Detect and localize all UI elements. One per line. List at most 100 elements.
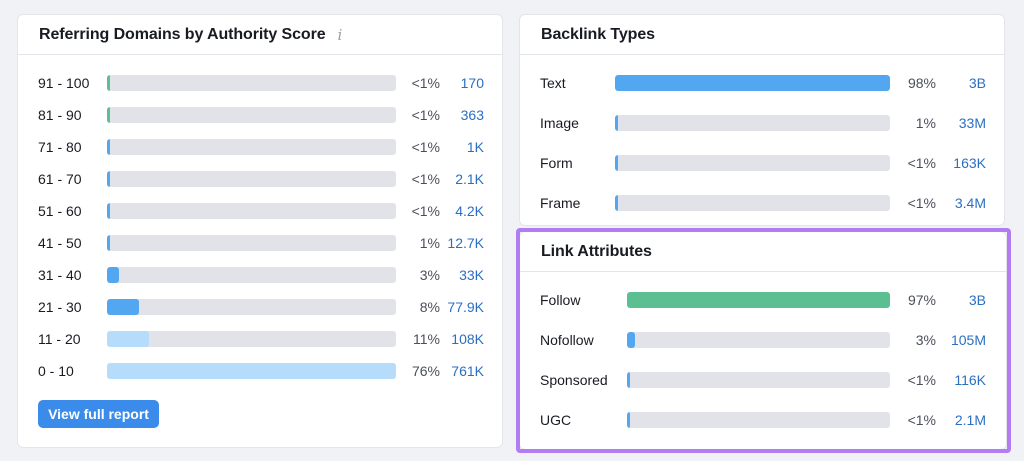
bar-track <box>107 235 396 251</box>
row-percentage: 1% <box>419 235 440 251</box>
bar-track <box>627 372 890 388</box>
row-percentage: <1% <box>411 171 440 187</box>
bar-fill <box>615 75 890 91</box>
row-count-link[interactable]: 12.7K <box>447 235 484 251</box>
row-percentage: 11% <box>413 331 440 347</box>
row-count-link[interactable]: 163K <box>953 155 986 171</box>
row-percentage: <1% <box>411 203 440 219</box>
bar-fill <box>615 115 618 131</box>
link-attributes-header: Link Attributes <box>520 232 1006 272</box>
row-label: 81 - 90 <box>38 107 82 123</box>
row-label: Image <box>540 115 579 131</box>
bar-row: 91 - 100 <1% 170 <box>18 73 502 93</box>
bar-row: 51 - 60 <1% 4.2K <box>18 201 502 221</box>
row-percentage: 3% <box>419 267 440 283</box>
bar-fill <box>107 107 110 123</box>
bar-fill <box>615 195 618 211</box>
backlink-types-title: Backlink Types <box>541 25 655 43</box>
bar-fill <box>107 171 110 187</box>
row-label: 71 - 80 <box>38 139 82 155</box>
row-count-link[interactable]: 3.4M <box>954 195 986 211</box>
bar-track <box>107 171 396 187</box>
bar-row: 31 - 40 3% 33K <box>18 265 502 285</box>
row-count-link[interactable]: 3B <box>968 292 986 308</box>
bar-fill <box>107 235 110 251</box>
row-percentage: <1% <box>411 107 440 123</box>
row-label: 91 - 100 <box>38 75 90 91</box>
row-label: 61 - 70 <box>38 171 82 187</box>
bar-fill <box>107 139 110 155</box>
bar-track <box>107 363 396 379</box>
bar-track <box>615 155 890 171</box>
row-count-link[interactable]: 1K <box>466 139 484 155</box>
bar-fill <box>107 331 149 347</box>
row-count-link[interactable]: 105M <box>950 332 986 348</box>
row-count-link[interactable]: 761K <box>451 363 484 379</box>
bar-track <box>107 107 396 123</box>
row-label: 21 - 30 <box>38 299 82 315</box>
backlink-types-header: Backlink Types <box>520 15 1004 55</box>
bar-row: 41 - 50 1% 12.7K <box>18 233 502 253</box>
bar-row: Sponsored <1% 116K <box>520 370 1006 390</box>
bar-row: 0 - 10 76% 761K <box>18 361 502 381</box>
referring-domains-header: Referring Domains by Authority Score i <box>18 15 502 55</box>
bar-row: 81 - 90 <1% 363 <box>18 105 502 125</box>
bar-track <box>107 267 396 283</box>
bar-row: Text 98% 3B <box>520 73 1004 93</box>
row-percentage: 8% <box>419 299 440 315</box>
bar-track <box>627 332 890 348</box>
bar-row: Follow 97% 3B <box>520 290 1006 310</box>
row-label: Frame <box>540 195 581 211</box>
bar-track <box>107 331 396 347</box>
bar-fill <box>107 203 110 219</box>
bar-track <box>107 139 396 155</box>
row-count-link[interactable]: 3B <box>968 75 986 91</box>
row-count-link[interactable]: 108K <box>451 331 484 347</box>
bar-row: 71 - 80 <1% 1K <box>18 137 502 157</box>
bar-fill <box>627 332 635 348</box>
bar-fill <box>107 299 139 315</box>
bar-fill <box>107 75 110 91</box>
row-count-link[interactable]: 363 <box>460 107 484 123</box>
view-full-report-button[interactable]: View full report <box>38 400 159 428</box>
row-count-link[interactable]: 33M <box>958 115 986 131</box>
bar-track <box>107 203 396 219</box>
info-icon[interactable]: i <box>337 25 343 44</box>
bar-track <box>107 75 396 91</box>
bar-track <box>107 299 396 315</box>
row-label: Text <box>540 75 566 91</box>
bar-fill <box>107 267 119 283</box>
bar-track <box>627 412 890 428</box>
row-label: Form <box>540 155 573 171</box>
referring-domains-card: Referring Domains by Authority Score i 9… <box>17 14 503 448</box>
bar-fill <box>627 412 630 428</box>
row-label: 41 - 50 <box>38 235 82 251</box>
bar-row: UGC <1% 2.1M <box>520 410 1006 430</box>
row-count-link[interactable]: 170 <box>460 75 484 91</box>
row-percentage: 1% <box>915 115 936 131</box>
row-percentage: 98% <box>907 75 936 91</box>
bar-track <box>615 115 890 131</box>
row-percentage: <1% <box>411 139 440 155</box>
row-label: Sponsored <box>540 372 608 388</box>
row-percentage: <1% <box>907 372 936 388</box>
bar-row: 61 - 70 <1% 2.1K <box>18 169 502 189</box>
row-count-link[interactable]: 116K <box>954 372 986 388</box>
row-count-link[interactable]: 33K <box>459 267 484 283</box>
link-attributes-card: Link Attributes Follow 97% 3B Nofollow 3% 105… <box>519 231 1007 450</box>
row-count-link[interactable]: 2.1M <box>954 412 986 428</box>
row-percentage: 3% <box>915 332 936 348</box>
bar-track <box>627 292 890 308</box>
row-count-link[interactable]: 77.9K <box>447 299 484 315</box>
row-percentage: <1% <box>907 195 936 211</box>
row-percentage: 76% <box>411 363 440 379</box>
row-label: 11 - 20 <box>38 331 81 347</box>
row-percentage: <1% <box>411 75 440 91</box>
bar-row: Nofollow 3% 105M <box>520 330 1006 350</box>
row-count-link[interactable]: 4.2K <box>455 203 484 219</box>
bar-fill <box>615 155 618 171</box>
bar-row: 21 - 30 8% 77.9K <box>18 297 502 317</box>
bar-fill <box>107 363 396 379</box>
bar-track <box>615 75 890 91</box>
row-count-link[interactable]: 2.1K <box>455 171 484 187</box>
